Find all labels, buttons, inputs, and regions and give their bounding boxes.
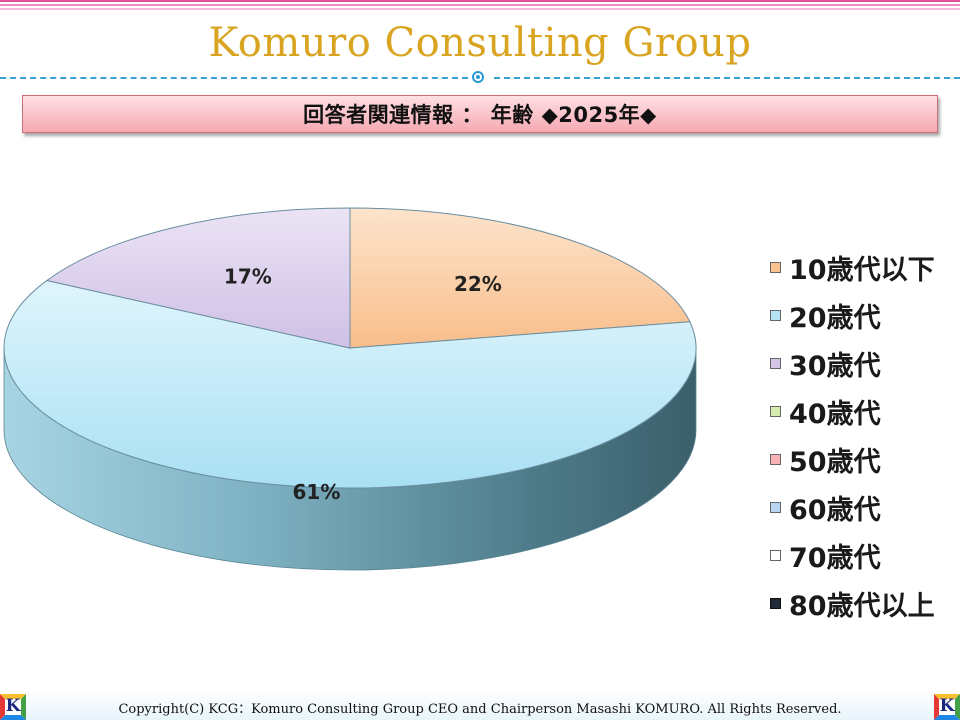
pie-slice-30歳代 <box>45 207 351 349</box>
chart-title-banner: 回答者関連情報 ： 年齢 ◆2025年◆ <box>22 95 938 133</box>
legend-label: 40歳代 <box>789 398 881 430</box>
divider-ornament-icon <box>472 71 484 83</box>
chart-title: 回答者関連情報 ： 年齢 ◆2025年◆ <box>303 103 657 127</box>
legend-item: 70歳代 <box>770 531 935 579</box>
pie-chart: 22% 61% 17% <box>3 207 697 571</box>
legend-label: 30歳代 <box>789 350 881 382</box>
legend-label: 50歳代 <box>789 446 881 478</box>
footer: Copyright(C) KCG：Komuro Consulting Group… <box>0 690 960 720</box>
page-title: Komuro Consulting Group <box>208 20 752 66</box>
copyright-text: Copyright(C) KCG：Komuro Consulting Group… <box>118 702 842 717</box>
pie-slice-10歳代以下 <box>349 207 691 349</box>
title-divider-right <box>494 77 960 79</box>
legend-swatch <box>770 261 781 273</box>
legend-swatch <box>770 597 781 609</box>
legend-swatch <box>770 453 781 465</box>
top-stripes <box>0 0 960 14</box>
legend-item: 60歳代 <box>770 483 935 531</box>
data-label-30歳代: 17% <box>224 265 272 289</box>
legend-item: 80歳代以上 <box>770 579 935 627</box>
legend-swatch <box>770 309 781 321</box>
legend-swatch <box>770 405 781 417</box>
legend-item: 50歳代 <box>770 435 935 483</box>
chart-legend: 10歳代以下 20歳代 30歳代 40歳代 50歳代 60歳代 70歳代 80歳代以上 <box>770 243 935 627</box>
legend-swatch <box>770 501 781 513</box>
legend-label: 20歳代 <box>789 302 881 334</box>
data-label-20歳代: 61% <box>293 480 341 504</box>
logo-letter: K <box>5 696 21 716</box>
legend-label: 10歳代以下 <box>789 254 935 286</box>
kcg-logo-right: K <box>934 694 960 720</box>
legend-label: 80歳代以上 <box>789 590 935 622</box>
legend-swatch <box>770 549 781 561</box>
legend-item: 40歳代 <box>770 387 935 435</box>
legend-label: 60歳代 <box>789 494 881 526</box>
title-divider-left <box>0 77 468 79</box>
legend-item: 20歳代 <box>770 291 935 339</box>
kcg-logo-left: K <box>0 694 26 720</box>
legend-swatch <box>770 357 781 369</box>
legend-item: 10歳代以下 <box>770 243 935 291</box>
logo-letter: K <box>939 696 955 716</box>
data-label-10歳代以下: 22% <box>454 272 502 296</box>
legend-item: 30歳代 <box>770 339 935 387</box>
legend-label: 70歳代 <box>789 542 881 574</box>
pie-slice-20歳代 <box>3 280 697 489</box>
